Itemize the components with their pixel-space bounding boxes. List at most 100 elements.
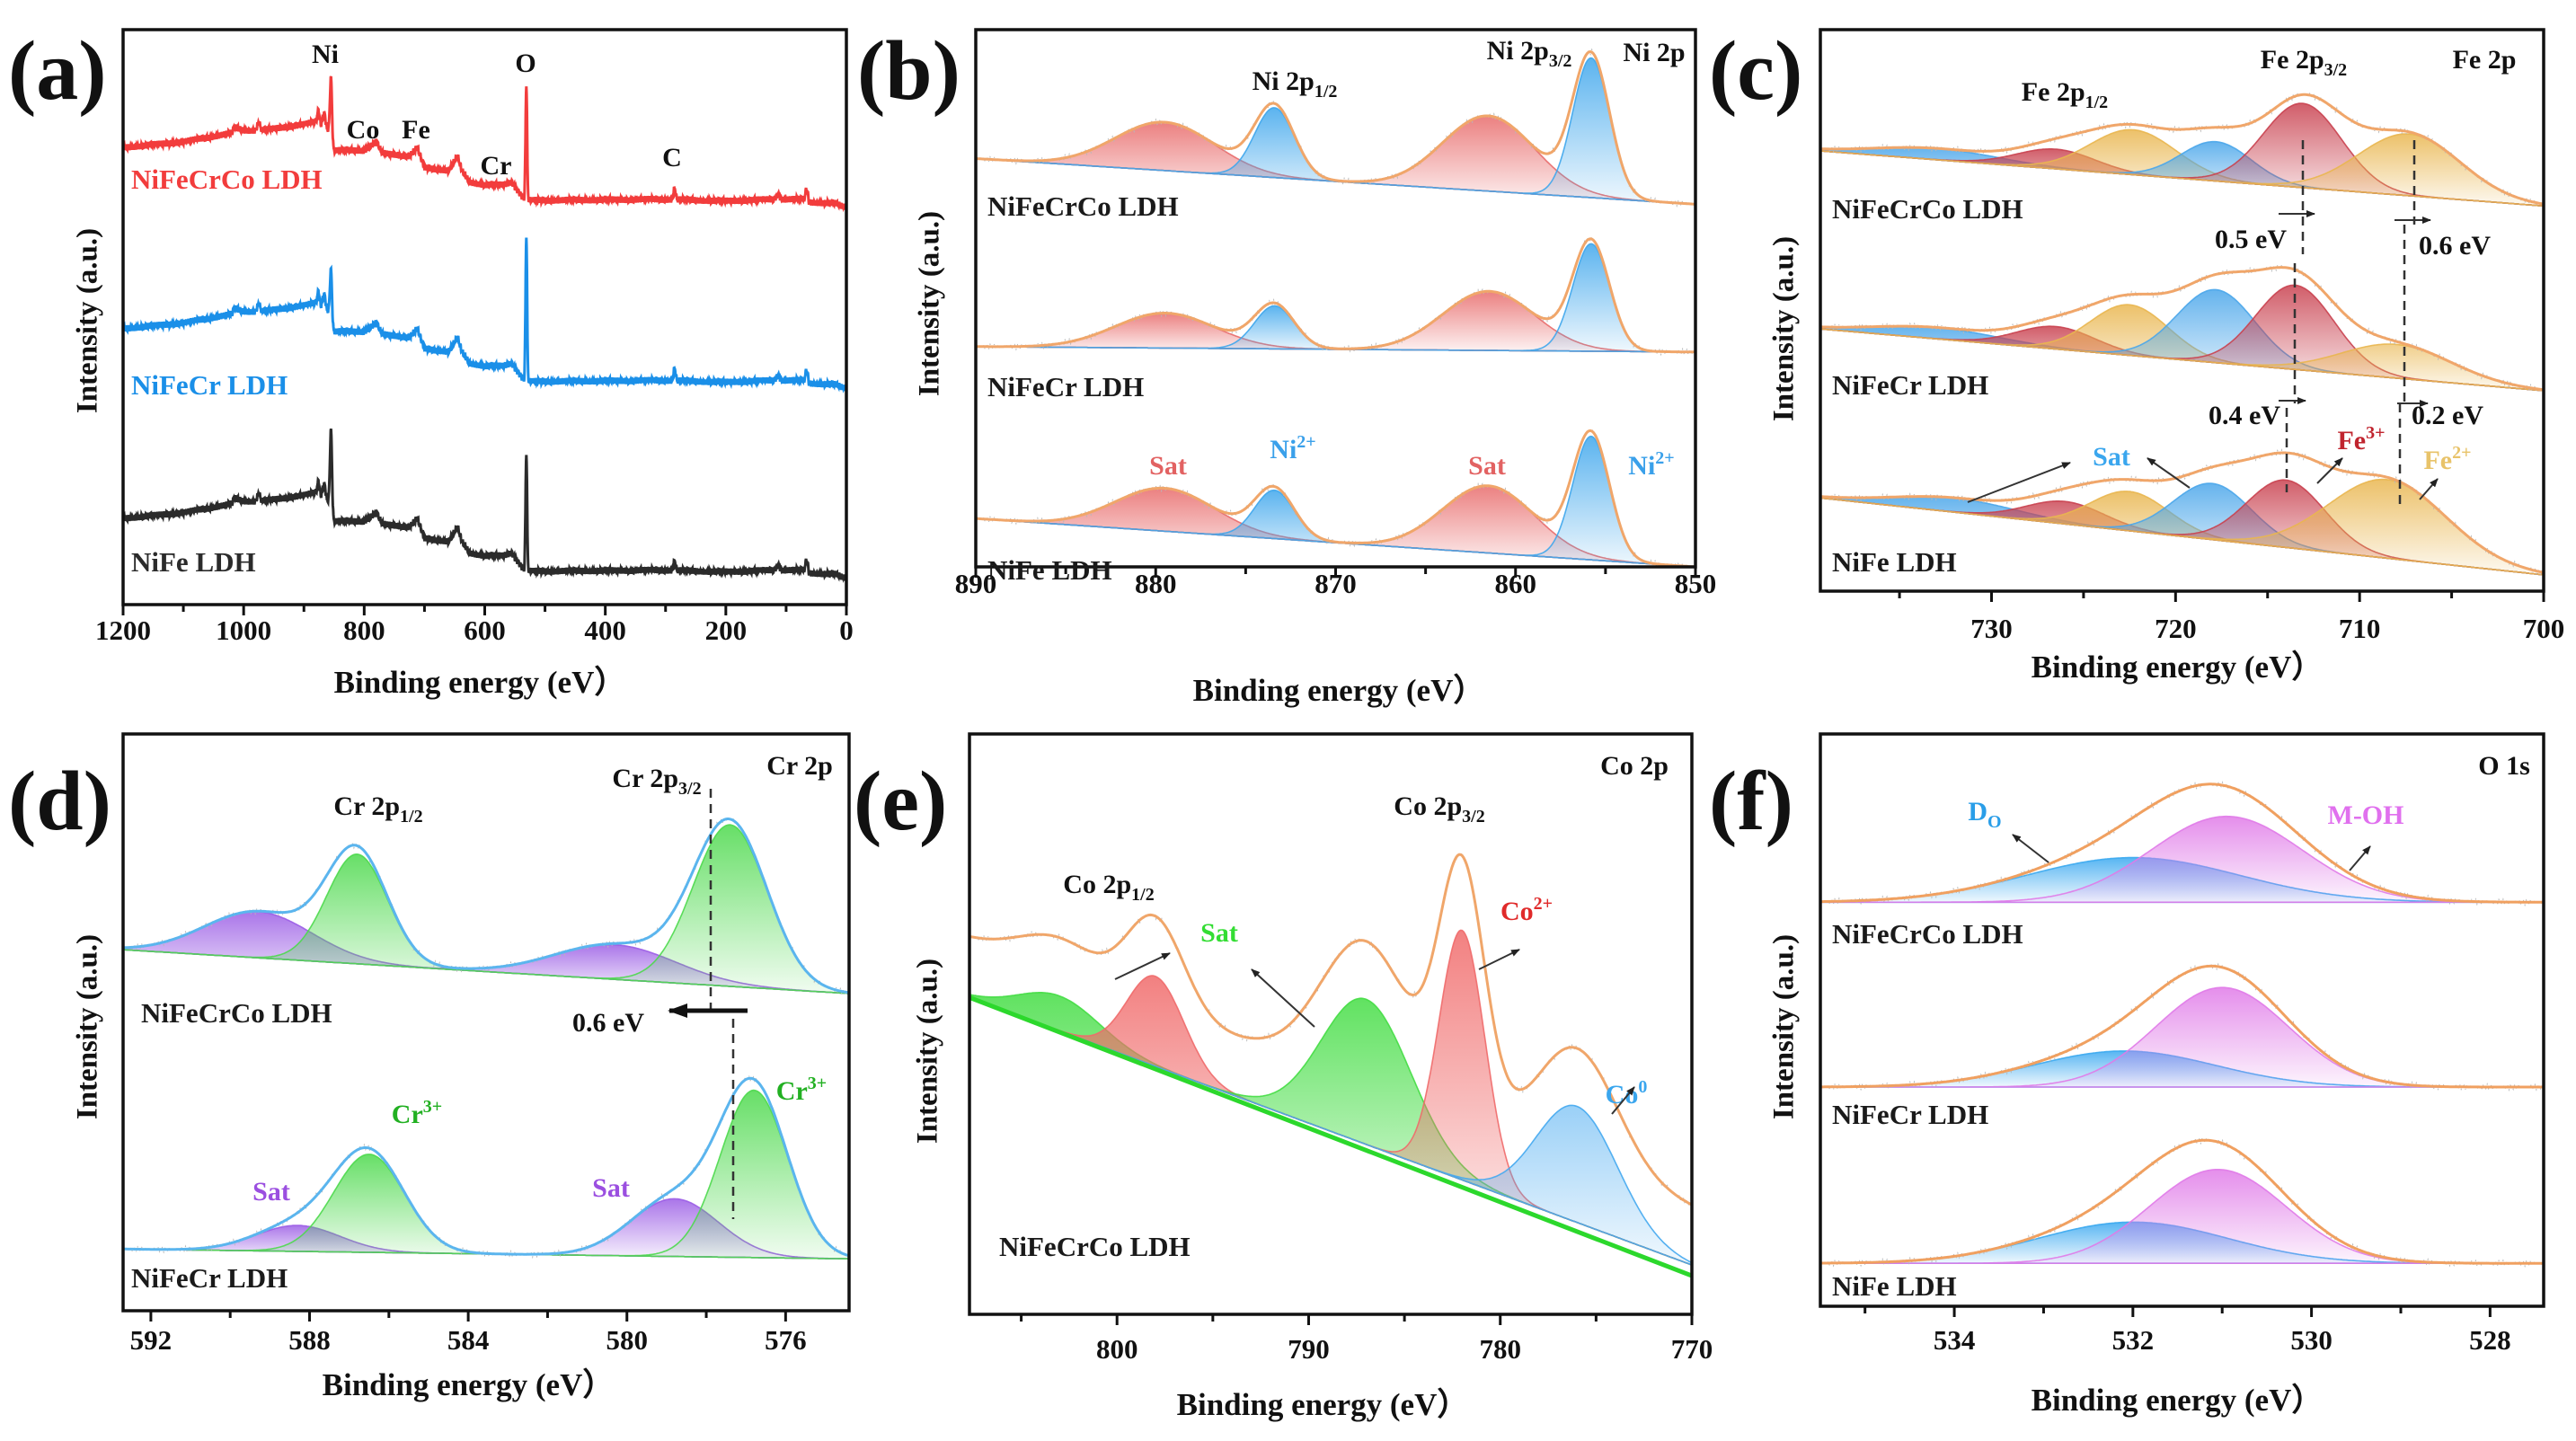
annotation-main-text: Ni 2p: [1623, 38, 1685, 67]
annotation-superscript: 3+: [423, 1097, 442, 1117]
annotation-main-text: M-OH: [2328, 800, 2404, 830]
fit-envelope-curve: [976, 237, 1695, 354]
x-axis-label: Binding energy (eV）: [2032, 650, 2324, 685]
panel-letter: (a): [8, 24, 107, 118]
annotation-superscript: 0: [1638, 1077, 1647, 1097]
panel-b: 890 880 870 860 850 Binding energy (eV） Intens…: [857, 24, 1716, 708]
pointer-arrow: [1478, 949, 1520, 970]
annotation-label: Co 2p1/2: [1063, 870, 1154, 905]
x-tick-label: 860: [1495, 568, 1537, 599]
survey-spectrum-line: [123, 75, 846, 213]
annotation-label: Cr 2p3/2: [612, 764, 701, 799]
y-axis-label: Intensity (a.u.): [72, 934, 104, 1119]
fit-component-peak: [1820, 328, 2544, 392]
fitted-series: [123, 1074, 849, 1260]
panel-c: 730 720 710 700 Binding energy (eV） Intensity…: [1709, 24, 2564, 685]
fit-component-peak: [976, 57, 1695, 206]
annotation-main-text: Fe: [2337, 426, 2366, 455]
y-axis-label: Intensity (a.u.): [1768, 934, 1801, 1119]
annotation-label: C: [662, 143, 682, 172]
x-tick-label: 890: [955, 568, 997, 599]
annotation-subscript: 1/2: [1131, 885, 1155, 905]
annotation-label: O: [515, 49, 536, 78]
annotation-subscript: 1/2: [1315, 82, 1338, 102]
x-axis-label: Binding energy (eV）: [1193, 673, 1485, 708]
annotation-main-text: Fe: [2423, 446, 2452, 475]
annotation-subscript: 3/2: [1462, 807, 1485, 827]
annotation-main-text: Ni 2p: [1253, 66, 1315, 96]
annotation-label: Sat: [1200, 918, 1238, 948]
annotation-main-text: Ni: [312, 40, 339, 69]
x-tick-label: 588: [288, 1324, 331, 1356]
plot-frame: [1819, 732, 2545, 1308]
annotation-label: Co0: [1606, 1077, 1648, 1109]
annotation-subscript: 1/2: [400, 807, 423, 827]
annotation-main-text: Sat: [1200, 918, 1238, 948]
fit-envelope-curve: [1820, 1138, 2544, 1265]
annotation-main-text: Co 2p: [1394, 791, 1462, 821]
annotation-subscript: O: [1987, 812, 2002, 832]
x-tick-label: 576: [765, 1324, 807, 1356]
x-tick-label: 600: [464, 614, 506, 646]
fitted-series: [976, 234, 1695, 357]
annotation-main-text: Cr: [776, 1076, 808, 1106]
x-tick-label: 580: [606, 1324, 648, 1356]
fitted-series: [1820, 780, 2544, 907]
x-tick-label: 870: [1315, 568, 1357, 599]
fitted-series: [976, 48, 1695, 208]
series-name-label: NiFe LDH: [131, 546, 256, 578]
annotation-superscript: 2+: [2452, 443, 2471, 463]
plot-area: [1820, 90, 2544, 577]
plot-area: [1820, 780, 2544, 1269]
fit-envelope-curve: [123, 818, 849, 995]
series-name-label: NiFeCr LDH: [131, 369, 288, 401]
annotation-label: 0.6 eV: [2419, 231, 2491, 261]
annotation-label: Ni 2p1/2: [1253, 66, 1338, 102]
plot-area: [123, 75, 846, 584]
annotation-label: Ni 2p: [1623, 38, 1685, 67]
series-name-label: NiFeCrCo LDH: [1832, 193, 2023, 225]
annotation-main-text: Sat: [252, 1177, 290, 1207]
x-tick-label: 800: [1096, 1333, 1138, 1365]
x-tick-label: 880: [1135, 568, 1177, 599]
fit-envelope-curve: [1820, 782, 2544, 904]
annotation-superscript: 2+: [1297, 432, 1315, 452]
pointer-arrow: [1251, 968, 1315, 1028]
annotation-main-text: O: [515, 49, 536, 78]
x-axis-label: Binding energy (eV）: [2032, 1383, 2324, 1418]
annotation-label: Ni 2p3/2: [1487, 36, 1572, 71]
panel-e: 800 790 780 770 Binding energy (eV） Intensity…: [854, 732, 1713, 1422]
fit-component-peak: [1820, 986, 2544, 1088]
series-name-label: NiFeCrCo LDH: [131, 164, 323, 195]
x-tick-label: 1000: [216, 614, 271, 646]
annotation-label: Fe 2p1/2: [2022, 77, 2108, 112]
annotation-label: 0.6 eV: [572, 1008, 644, 1038]
fit-envelope-curve: [1820, 964, 2544, 1089]
x-tick-label: 780: [1479, 1333, 1521, 1365]
fit-envelope-curve: [976, 429, 1695, 567]
annotation-superscript: 3+: [808, 1074, 827, 1093]
fit-component-peak: [976, 435, 1695, 567]
survey-spectrum-line: [123, 237, 846, 393]
x-tick-label: 0: [839, 614, 854, 646]
fit-component-peak: [123, 1089, 849, 1260]
plot-frame: [121, 732, 851, 1313]
annotation-main-text: Co: [347, 115, 380, 145]
x-tick-label: 200: [705, 614, 748, 646]
x-tick-label: 528: [2469, 1324, 2511, 1356]
annotation-label: Fe: [402, 115, 430, 145]
plot-area: [976, 48, 1695, 567]
annotation-main-text: Cr 2p: [766, 751, 833, 781]
annotation-main-text: Fe 2p: [2022, 77, 2085, 107]
fitted-series: [969, 851, 1692, 1278]
x-axis-label: Binding energy (eV）: [323, 1367, 615, 1402]
annotation-main-text: Ni: [1628, 451, 1655, 481]
annotation-label: Cr3+: [392, 1097, 442, 1129]
annotation-label: Co2+: [1500, 894, 1553, 926]
fitted-series: [1820, 1136, 2544, 1269]
plot-area: [123, 815, 849, 1260]
x-tick-label: 530: [2290, 1324, 2333, 1356]
annotation-label: Fe2+: [2423, 443, 2471, 475]
fitted-series: [123, 815, 849, 997]
pointer-arrow: [2349, 845, 2371, 871]
